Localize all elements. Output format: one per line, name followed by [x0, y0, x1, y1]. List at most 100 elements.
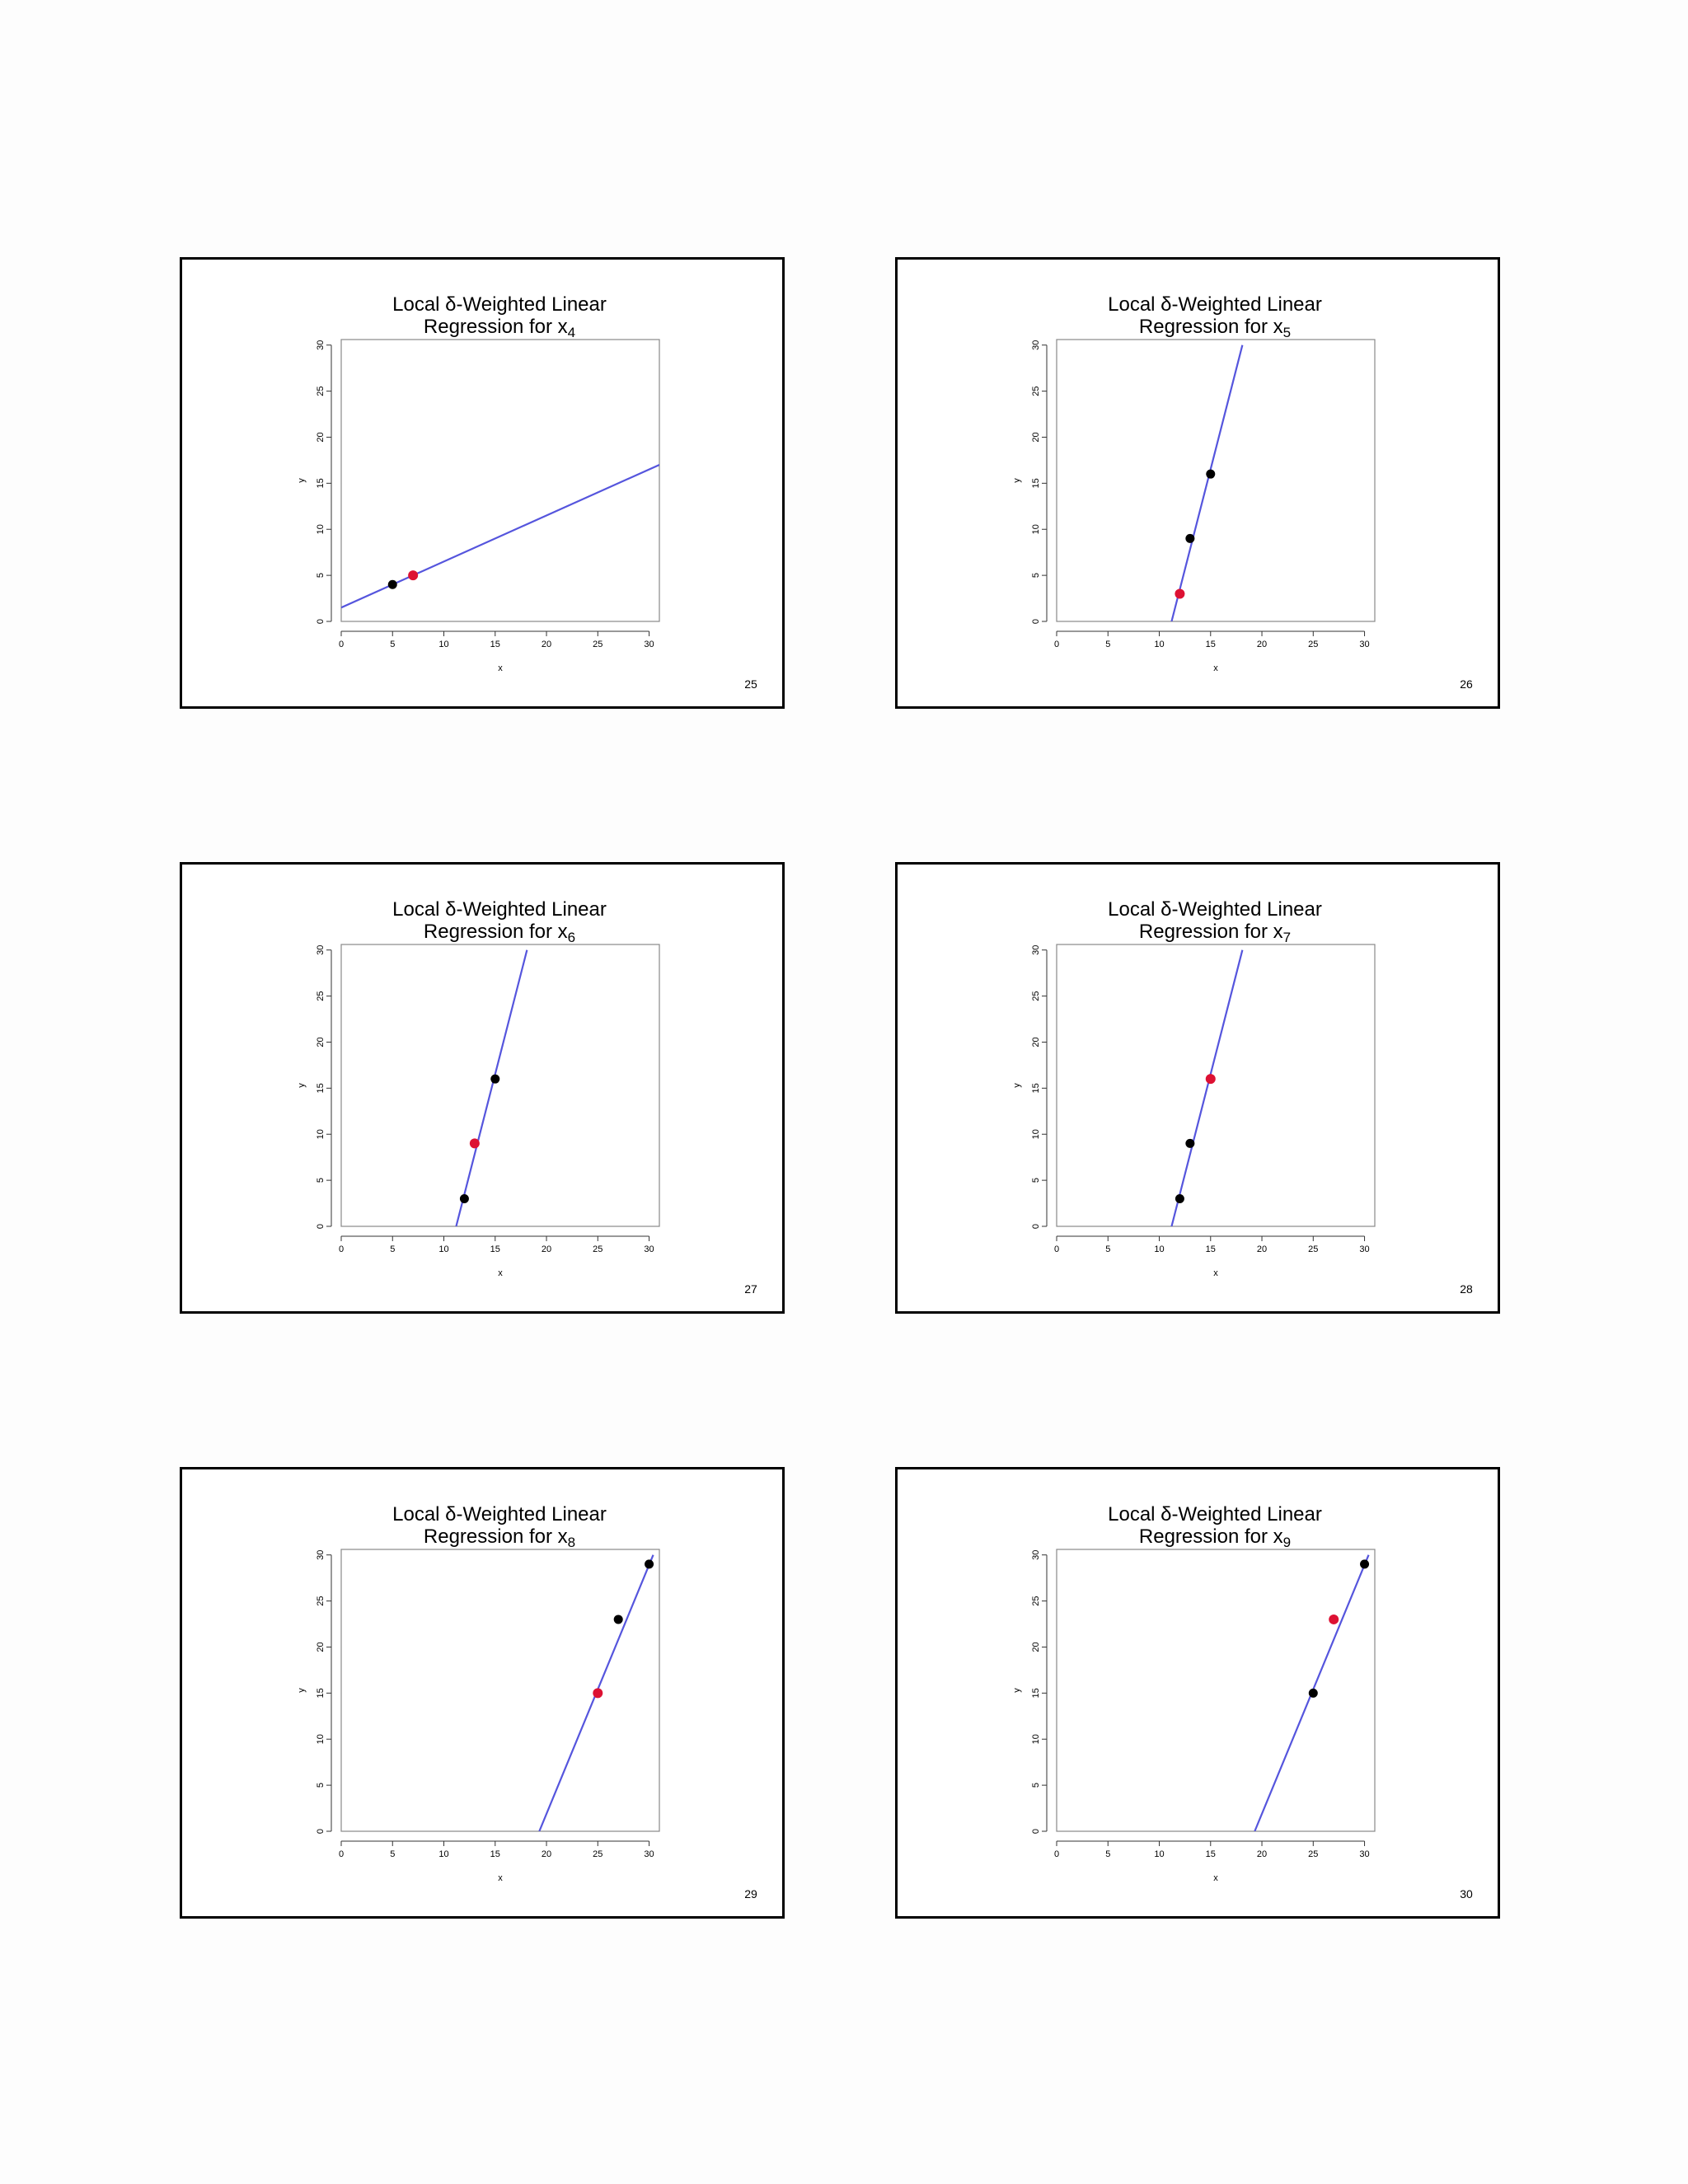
x-axis-label: x: [1213, 1873, 1218, 1883]
y-tick-label: 15: [1031, 1688, 1041, 1698]
plot-frame: [1056, 339, 1376, 622]
x-tick-label: 10: [1154, 1849, 1164, 1859]
x-tick-label: 15: [1206, 1244, 1216, 1254]
y-tick-label: 30: [316, 1550, 326, 1560]
x-tick-label: 15: [1206, 1849, 1216, 1859]
plot-frame: [340, 339, 660, 622]
data-point: [1175, 1193, 1184, 1203]
x-tick-label: 25: [1308, 1244, 1318, 1254]
y-tick-label: 5: [1031, 1178, 1041, 1183]
plot-frame: [340, 944, 660, 1227]
chart-title-line2: Regression for x7: [1139, 921, 1291, 945]
x-axis-label: x: [498, 663, 503, 673]
y-tick-label: 15: [1031, 1083, 1041, 1093]
chart-title-line2: Regression for x8: [424, 1526, 575, 1550]
chart-title-line2: Regression for x6: [424, 921, 575, 945]
y-tick-label: 25: [316, 1596, 326, 1605]
y-tick-label: 10: [1031, 1734, 1041, 1744]
x-tick-label: 25: [593, 1244, 603, 1254]
y-axis-label: y: [297, 1688, 307, 1693]
y-tick-label: 30: [316, 945, 326, 955]
x-tick-label: 5: [390, 1244, 395, 1254]
data-point: [490, 1074, 500, 1084]
chart-3: Local δ-Weighted Linear Regression for x…: [297, 898, 757, 1296]
x-tick-label: 20: [1257, 640, 1267, 649]
page-number: 26: [1460, 677, 1473, 691]
y-tick-label: 5: [316, 573, 326, 578]
y-tick-label: 30: [316, 340, 326, 350]
plot-frame: [340, 1549, 660, 1832]
x-tick-label: 30: [1359, 1244, 1369, 1254]
y-tick-label: 25: [1031, 386, 1041, 396]
x-tick-label: 0: [339, 640, 344, 649]
chart-title-line1: Local δ-Weighted Linear: [392, 1503, 607, 1526]
x-tick-label: 30: [644, 640, 654, 649]
x-tick-label: 5: [1105, 1849, 1110, 1859]
chart-title-line2: Regression for x9: [1139, 1526, 1291, 1550]
y-tick-label: 20: [1031, 1037, 1041, 1047]
x-tick-label: 20: [542, 1849, 551, 1859]
chart-title-line1: Local δ-Weighted Linear: [392, 898, 607, 921]
x-tick-label: 20: [542, 640, 551, 649]
y-tick-label: 10: [1031, 1129, 1041, 1139]
y-tick-label: 30: [1031, 340, 1041, 350]
chart-title-line1: Local δ-Weighted Linear: [392, 293, 607, 316]
slide-4: Local δ-Weighted Linear Regression for x…: [895, 862, 1500, 1314]
query-point: [408, 570, 419, 581]
x-tick-label: 25: [1308, 640, 1318, 649]
x-axis-label: x: [1213, 663, 1218, 673]
x-tick-label: 30: [644, 1244, 654, 1254]
y-tick-label: 20: [316, 1642, 326, 1652]
x-tick-label: 0: [339, 1244, 344, 1254]
page-number: 25: [744, 677, 757, 691]
y-tick-label: 30: [1031, 1550, 1041, 1560]
chart-title-line1: Local δ-Weighted Linear: [1108, 898, 1322, 921]
x-tick-label: 30: [644, 1849, 654, 1859]
x-tick-label: 15: [490, 1244, 500, 1254]
y-tick-label: 20: [1031, 1642, 1041, 1652]
y-tick-label: 0: [316, 619, 326, 624]
slide-1: Local δ-Weighted Linear Regression for x…: [180, 257, 785, 709]
data-point: [1185, 1138, 1195, 1148]
chart-title-line1: Local δ-Weighted Linear: [1108, 1503, 1322, 1526]
page-number: 30: [1460, 1887, 1473, 1900]
page-number: 28: [1460, 1282, 1473, 1296]
plot-frame: [1056, 1549, 1376, 1832]
x-tick-label: 30: [1359, 1849, 1369, 1859]
x-tick-label: 15: [1206, 640, 1216, 649]
x-tick-label: 0: [1054, 640, 1059, 649]
data-point: [1360, 1559, 1370, 1569]
x-tick-label: 30: [1359, 640, 1369, 649]
x-tick-label: 10: [438, 1244, 448, 1254]
y-tick-label: 5: [316, 1783, 326, 1788]
data-point: [1185, 533, 1195, 543]
chart-2: Local δ-Weighted Linear Regression for x…: [1012, 293, 1473, 691]
x-tick-label: 5: [1105, 1244, 1110, 1254]
chart-6: Local δ-Weighted Linear Regression for x…: [1012, 1503, 1473, 1900]
x-tick-label: 15: [490, 640, 500, 649]
data-point: [1308, 1688, 1318, 1698]
data-point: [1206, 469, 1216, 479]
y-tick-label: 0: [316, 1829, 326, 1834]
x-axis-label: x: [498, 1268, 503, 1278]
y-tick-label: 15: [316, 1083, 326, 1093]
y-tick-label: 30: [1031, 945, 1041, 955]
y-axis-label: y: [1012, 1688, 1022, 1693]
data-point: [459, 1193, 469, 1203]
x-tick-label: 25: [593, 640, 603, 649]
x-tick-label: 20: [1257, 1849, 1267, 1859]
query-point: [593, 1688, 603, 1699]
x-tick-label: 0: [339, 1849, 344, 1859]
x-tick-label: 0: [1054, 1244, 1059, 1254]
slide-6: Local δ-Weighted Linear Regression for x…: [895, 1467, 1500, 1919]
x-tick-label: 20: [542, 1244, 551, 1254]
chart-5: Local δ-Weighted Linear Regression for x…: [297, 1503, 757, 1900]
slide-3: Local δ-Weighted Linear Regression for x…: [180, 862, 785, 1314]
x-tick-label: 10: [1154, 640, 1164, 649]
x-tick-label: 25: [1308, 1849, 1318, 1859]
y-axis-label: y: [1012, 1083, 1022, 1088]
y-tick-label: 15: [1031, 478, 1041, 488]
slide-2: Local δ-Weighted Linear Regression for x…: [895, 257, 1500, 709]
x-tick-label: 10: [438, 640, 448, 649]
y-tick-label: 5: [316, 1178, 326, 1183]
